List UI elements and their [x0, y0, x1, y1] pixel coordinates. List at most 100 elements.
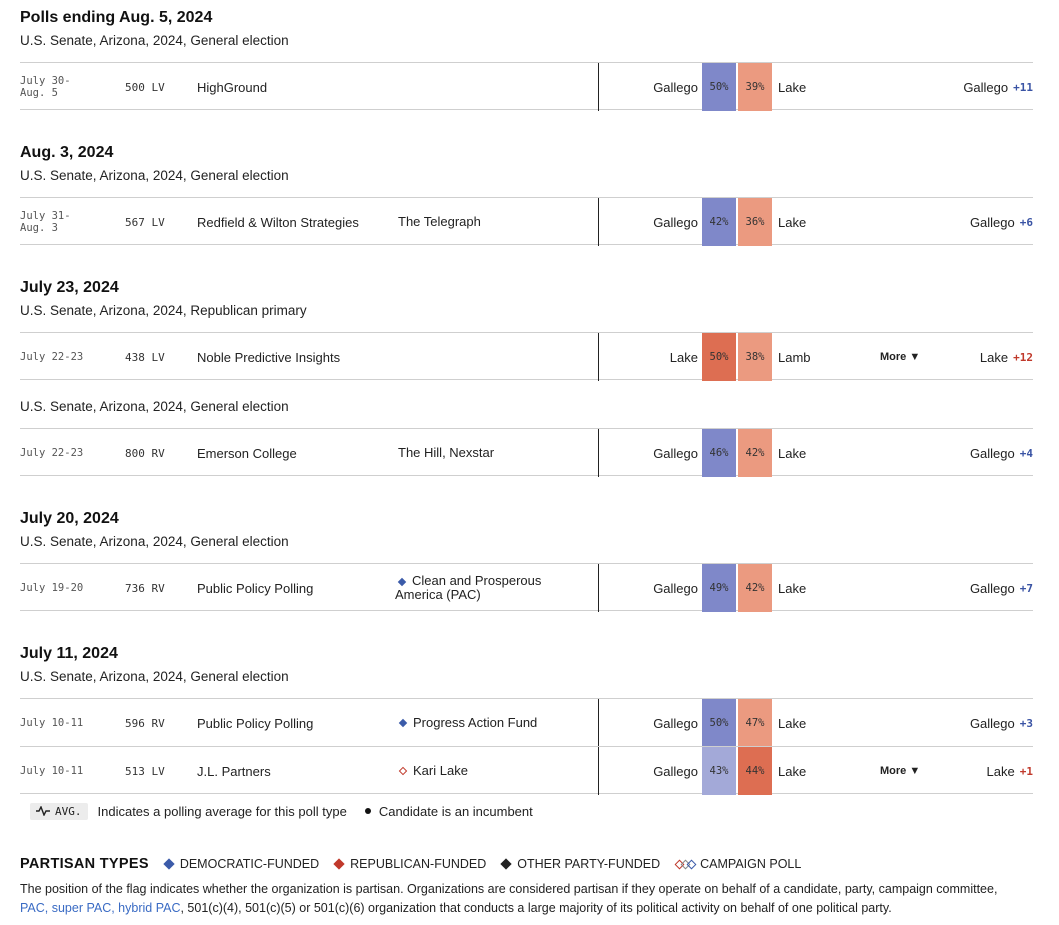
candidate-2-pct: 39%	[738, 63, 772, 111]
pollster-name[interactable]: Emerson College	[197, 445, 297, 461]
pac-link[interactable]: PAC, super PAC, hybrid PAC	[20, 901, 181, 915]
partisan-type-rep: REPUBLICAN-FUNDED	[333, 857, 487, 871]
candidate-2-name: Lake	[778, 214, 807, 230]
sample-size: 438 LV	[125, 350, 165, 364]
more-button[interactable]: More ▼	[880, 765, 921, 777]
race-title: U.S. Senate, Arizona, 2024, General elec…	[20, 669, 289, 684]
sample-size: 567 LV	[125, 215, 165, 229]
poll-date-line: July 30-	[20, 75, 71, 87]
net-leader: Lake	[986, 763, 1015, 779]
poll-date-line: Aug. 3	[20, 222, 58, 234]
net-result: Gallego +11	[963, 63, 1033, 111]
partisan-type-label: DEMOCRATIC-FUNDED	[179, 857, 320, 871]
sample-size: 513 LV	[125, 764, 165, 778]
sponsor-name: The Hill, Nexstar	[398, 445, 495, 460]
poll-dates: July 10-11	[20, 699, 83, 747]
column-divider	[598, 564, 599, 612]
candidate-1-pct: 50%	[702, 699, 736, 747]
sponsor[interactable]: The Hill, Nexstar	[398, 429, 588, 477]
candidate-1-name: Gallego	[653, 214, 698, 230]
race-title: U.S. Senate, Arizona, 2024, General elec…	[20, 33, 289, 48]
poll-row[interactable]: July 31- Aug. 3 567 LV Redfield & Wilton St…	[20, 197, 1033, 246]
other-diamond-icon	[500, 858, 512, 870]
race-title: U.S. Senate, Arizona, 2024, General elec…	[20, 399, 289, 414]
net-margin: +11	[1013, 80, 1033, 94]
net-margin: +12	[1013, 350, 1033, 364]
pollster-name[interactable]: J.L. Partners	[197, 763, 271, 779]
partisan-type-label: OTHER PARTY-FUNDED	[517, 857, 661, 871]
partisan-types-legend: PARTISAN TYPES DEMOCRATIC-FUNDED REPUBLI…	[20, 853, 817, 875]
candidate-1-pct: 42%	[702, 198, 736, 246]
poll-row[interactable]: July 22-23 800 RV Emerson College The Hill,…	[20, 428, 1033, 477]
group-date-title: July 11, 2024	[20, 645, 118, 662]
candidate-1-pct: 46%	[702, 429, 736, 477]
avg-description: Indicates a polling average for this pol…	[97, 803, 347, 819]
sponsor[interactable]: The Telegraph	[398, 198, 588, 246]
sponsor-name: Progress Action Fund	[413, 715, 538, 730]
sponsor-name: Kari Lake	[413, 763, 468, 778]
pulse-icon	[36, 806, 50, 816]
partisan-types-title: PARTISAN TYPES	[20, 856, 149, 872]
sponsor[interactable]: Clean and Prosperous America (PAC)	[395, 564, 585, 612]
group-date-title: July 23, 2024	[20, 279, 119, 296]
candidate-1-name: Gallego	[653, 715, 698, 731]
column-divider	[598, 198, 599, 246]
poll-dates: July 10-11	[20, 747, 83, 795]
avg-badge: AVG.	[30, 802, 88, 820]
poll-row[interactable]: July 22-23 438 LV Noble Predictive Insight…	[20, 332, 1033, 381]
campaign-diamond-icon	[398, 766, 408, 776]
candidate-1-pct: 50%	[702, 63, 736, 111]
partisan-type-campaign: CAMPAIGN POLL	[674, 857, 802, 871]
sponsor[interactable]: Progress Action Fund	[398, 699, 588, 747]
net-leader: Gallego	[969, 580, 1015, 596]
rep-diamond-icon	[333, 858, 345, 870]
candidate-1-pct: 49%	[702, 564, 736, 612]
net-result: Gallego +6	[970, 198, 1033, 246]
incumbent-dot-icon	[364, 808, 371, 814]
net-leader: Gallego	[969, 445, 1015, 461]
candidate-2-pct: 44%	[738, 747, 772, 795]
pollster-name[interactable]: Noble Predictive Insights	[197, 349, 341, 365]
pollster-name[interactable]: Public Policy Polling	[197, 580, 314, 596]
column-divider	[598, 333, 599, 381]
polls-list: Polls ending Aug. 5, 2024 U.S. Senate, Ar…	[20, 0, 1033, 795]
poll-date-line: July 22-23	[20, 447, 84, 459]
race-title: U.S. Senate, Arizona, 2024, Republican p…	[20, 303, 307, 318]
candidate-1-pct: 50%	[702, 333, 736, 381]
poll-row[interactable]: July 10-11 596 RV Public Policy Polling Pro…	[20, 698, 1033, 747]
poll-dates: July 31- Aug. 3	[20, 198, 71, 246]
partisan-type-label: CAMPAIGN POLL	[700, 857, 802, 871]
group-spacer	[20, 245, 1033, 270]
partisan-type-dem: DEMOCRATIC-FUNDED	[163, 857, 320, 871]
candidate-1-name: Gallego	[653, 580, 698, 596]
poll-row[interactable]: July 30- Aug. 5 500 LV HighGround Gallego 50%…	[20, 62, 1033, 111]
race-title: U.S. Senate, Arizona, 2024, General elec…	[20, 534, 289, 549]
candidate-2-name: Lake	[778, 715, 807, 731]
more-button[interactable]: More ▼	[880, 351, 921, 363]
candidate-2-pct: 36%	[738, 198, 772, 246]
pollster-name[interactable]: HighGround	[197, 79, 268, 95]
candidate-1-name: Gallego	[653, 79, 698, 95]
pollster-name[interactable]: Redfield & Wilton Strategies	[197, 214, 359, 230]
net-result: Gallego +4	[970, 429, 1033, 477]
sponsor-name: Clean and Prosperous America (PAC)	[395, 573, 542, 602]
poll-row[interactable]: July 19-20 736 RV Public Policy Polling Cle…	[20, 563, 1033, 612]
sample-size: 736 RV	[125, 581, 165, 595]
sponsor[interactable]: Kari Lake	[398, 747, 588, 795]
poll-dates: July 19-20	[20, 564, 83, 612]
net-margin: +6	[1019, 215, 1033, 229]
candidate-2-name: Lake	[778, 580, 807, 596]
sample-size: 596 RV	[125, 716, 165, 730]
column-divider	[598, 747, 599, 795]
partisan-type-label: REPUBLICAN-FUNDED	[350, 857, 487, 871]
group-spacer	[20, 110, 1033, 135]
net-leader: Gallego	[963, 79, 1009, 95]
group-spacer	[20, 476, 1033, 501]
pollster-name[interactable]: Public Policy Polling	[197, 715, 314, 731]
poll-row[interactable]: July 10-11 513 LV J.L. Partners Kari Lake Ga…	[20, 746, 1033, 795]
net-leader: Gallego	[969, 715, 1015, 731]
legend: AVG. Indicates a polling average for thi…	[20, 800, 533, 822]
candidate-2-pct: 38%	[738, 333, 772, 381]
net-margin: +1	[1019, 764, 1033, 778]
poll-date-line: July 10-11	[20, 717, 84, 729]
